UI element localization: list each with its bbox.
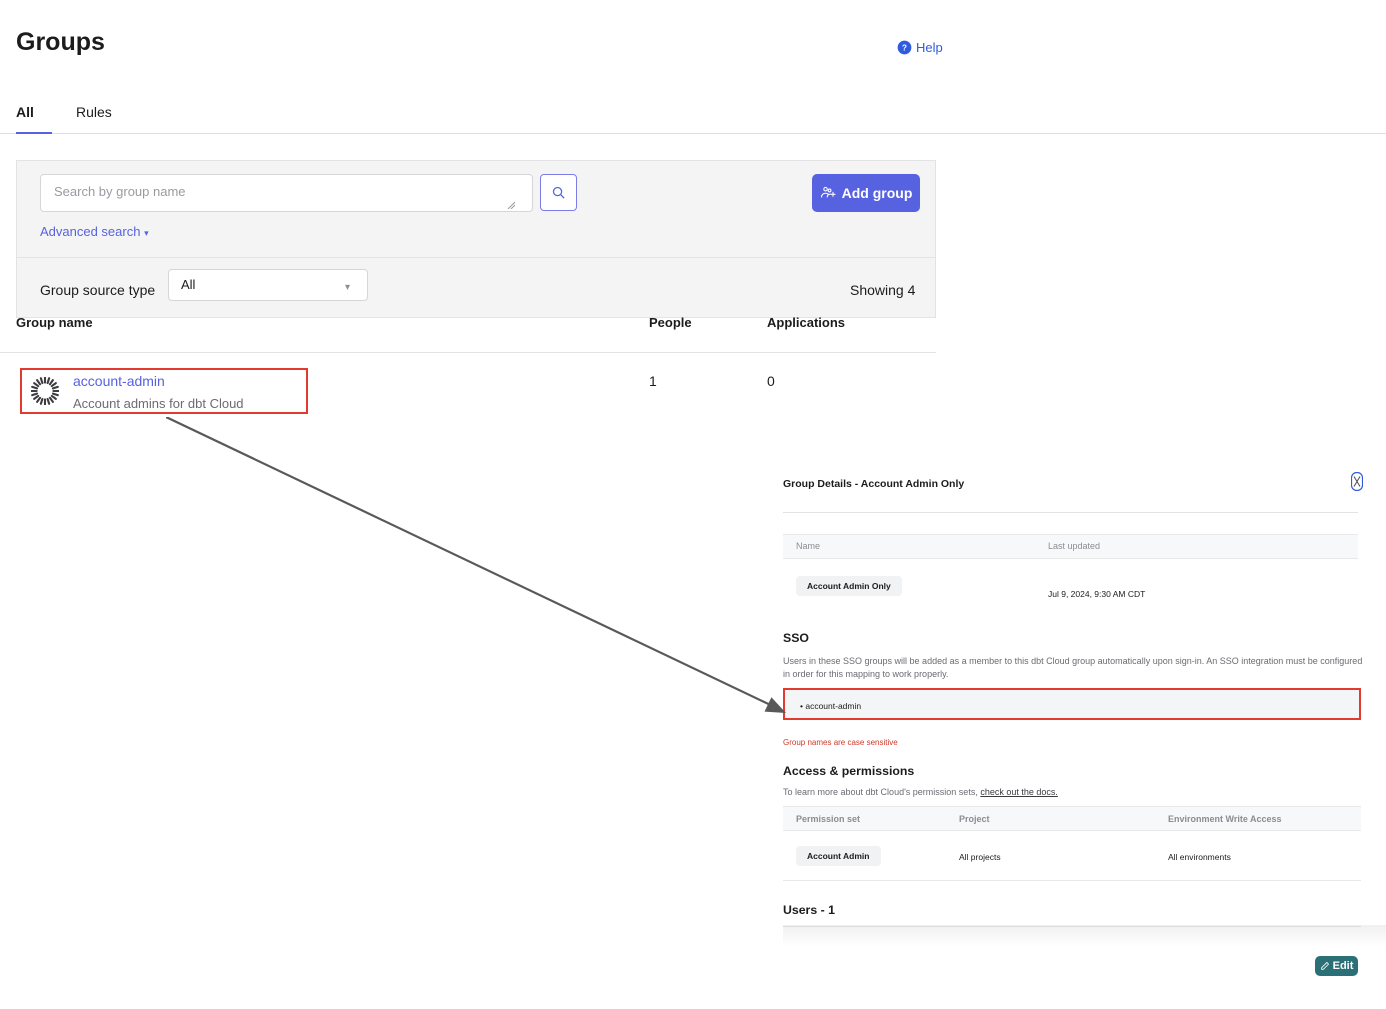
svg-text:?: ? — [902, 43, 907, 52]
